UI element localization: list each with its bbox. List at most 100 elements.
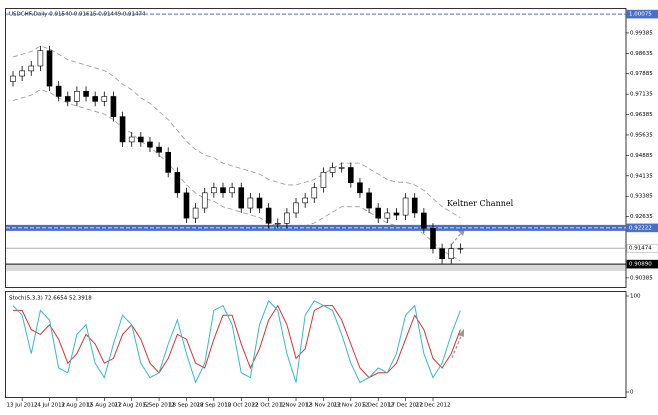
candle-body [46, 50, 53, 87]
candle-body [302, 197, 308, 204]
candle-body [402, 197, 409, 216]
candle-body [165, 151, 172, 173]
candle-body [448, 248, 455, 259]
y-tick-label: 100 [630, 294, 641, 300]
y-tick-label: 0.97135 [630, 92, 653, 98]
candle-body [265, 207, 272, 224]
arrow-head [458, 329, 464, 337]
candle-body [192, 207, 199, 219]
x-tick-label: 13 Nov 2012 [306, 403, 341, 409]
candle-body [147, 141, 153, 148]
x-tick-label: 22 Oct 2012 [252, 403, 286, 409]
candle-body [119, 116, 126, 143]
candle-body [329, 167, 336, 173]
y-tick-label: 0.95635 [630, 132, 653, 138]
candle-body [320, 172, 327, 188]
y-tick-label: 0.94135 [630, 173, 653, 179]
y-tick-label: 0.93385 [630, 194, 653, 200]
x-tick-label: 6 Sep 2012 [143, 403, 174, 409]
candle-body [430, 227, 436, 249]
candle-body [366, 192, 372, 209]
candle-body [55, 85, 62, 97]
candle-body [274, 223, 281, 225]
price-panel [5, 8, 627, 288]
stoch-line [13, 304, 461, 379]
y-tick-label: 0.99385 [630, 30, 653, 36]
candle-body [74, 90, 80, 102]
candle-body [348, 167, 354, 184]
level-label: 0.91474 [629, 246, 652, 252]
stoch-line [12, 299, 461, 384]
candle-body [256, 197, 263, 209]
keltner-line [12, 89, 461, 262]
candle-body [138, 136, 144, 143]
chart-title: USDCHF,Daily 0.91540 0.91615 0.91449 0.9… [9, 12, 146, 18]
y-tick-label: 0.98635 [630, 51, 653, 57]
candle-body [247, 197, 254, 209]
candle-body [211, 187, 217, 194]
candle-body [101, 96, 108, 102]
x-tick-label: 17 Dec 2012 [388, 403, 423, 409]
x-tick-label: 3 Aug 2012 [61, 403, 93, 409]
level-label: 0.92222 [629, 225, 652, 231]
candle-body [311, 187, 318, 199]
stoch-title: Stoch(5,3,3) 72.6654 52.3918 [9, 296, 92, 302]
arrow-stoch [451, 333, 463, 359]
y-tick-label: 0 [630, 390, 634, 396]
x-tick-label: 23 Nov 2012 [333, 403, 368, 409]
x-tick-label: 27 Dec 2012 [415, 403, 450, 409]
x-tick-label: 18 Sep 2012 [169, 403, 204, 409]
x-tick-label: 1 Nov 2012 [280, 403, 312, 409]
candle-body [293, 202, 299, 214]
level-label-box [626, 243, 658, 253]
level-label: 1.00075 [629, 12, 652, 18]
candle-body [411, 197, 418, 214]
candle-body [384, 212, 391, 219]
candle-body [19, 70, 25, 77]
x-tick-label: 10 Oct 2012 [224, 403, 258, 409]
level-label-box [626, 259, 658, 269]
arrows [451, 231, 463, 359]
candle-body [220, 187, 226, 194]
level-label-box [626, 9, 658, 19]
level-label: 0.90890 [629, 262, 652, 268]
keltner-line [12, 45, 461, 218]
candle-body [37, 50, 44, 67]
arrow-price [451, 231, 463, 245]
candle-body [64, 96, 71, 102]
candle-body [439, 248, 445, 259]
candle-body [156, 146, 162, 153]
y-tick-label: 0.96385 [630, 112, 653, 118]
candle-body [28, 65, 35, 72]
x-tick-label: 24 Jul 2012 [34, 403, 65, 409]
candle-body [284, 212, 290, 224]
candle-body [10, 75, 16, 82]
x-tick-label: 27 Aug 2012 [114, 403, 149, 409]
candle-body [201, 192, 208, 209]
candle-body [183, 192, 190, 219]
x-tick-label: 13 Jul 2012 [7, 403, 38, 409]
y-tick-label: 0.94885 [630, 153, 653, 159]
stoch-panel [5, 291, 627, 398]
x-tick-label: 15 Aug 2012 [87, 403, 122, 409]
candle-body [229, 187, 235, 194]
candle-body [128, 136, 135, 143]
candle-body [110, 96, 117, 117]
y-tick-label: 0.97885 [630, 71, 653, 77]
candle-body [393, 212, 400, 216]
shaded-strip [5, 265, 626, 271]
candle-body [457, 248, 464, 250]
candle-body [174, 172, 181, 194]
candle-body [421, 212, 427, 229]
candle-body [357, 182, 363, 194]
candle-body [92, 96, 98, 102]
y-tick-label: 0.90385 [630, 275, 653, 281]
candle-body [338, 167, 345, 169]
x-tick-label: 5 Dec 2012 [362, 403, 394, 409]
level-label-box [626, 223, 658, 233]
annotation: Keltner Channel [447, 199, 514, 208]
candle-body [83, 90, 89, 97]
candle-body [375, 207, 382, 219]
